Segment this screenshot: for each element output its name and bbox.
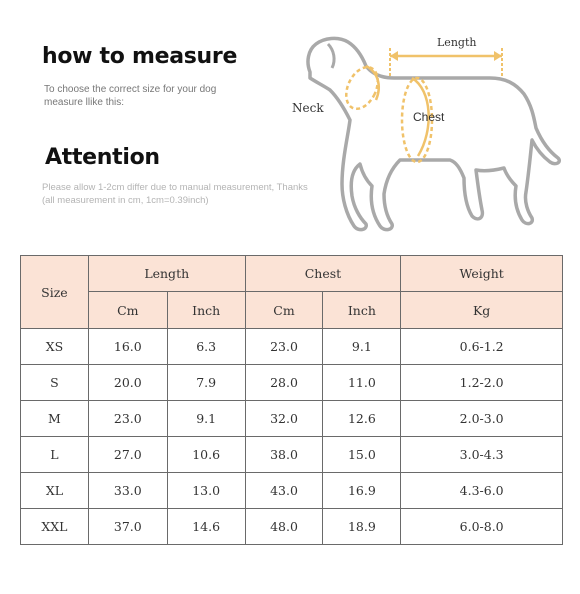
chest-label: Chest bbox=[413, 110, 445, 124]
attention-title: Attention bbox=[45, 145, 160, 170]
length-inch-cell: 13.0 bbox=[166, 472, 246, 509]
neck-arrow bbox=[365, 64, 380, 101]
length-cm-cell: 27.0 bbox=[87, 436, 168, 473]
size-cell: XL bbox=[20, 472, 89, 509]
measure-instructions: To choose the correct size for your dog … bbox=[44, 84, 217, 108]
length-cm-cell: 23.0 bbox=[87, 400, 168, 437]
size-cell: XS bbox=[20, 328, 89, 365]
size-cell: M bbox=[20, 400, 89, 437]
chest-cm-cell: 28.0 bbox=[244, 364, 324, 401]
table-row: XXL 37.0 14.6 48.0 18.9 6.0-8.0 bbox=[20, 508, 563, 545]
how-to-measure-title: how to measure bbox=[42, 44, 238, 69]
dog-ear bbox=[326, 42, 336, 69]
neck-label: Neck bbox=[292, 101, 324, 115]
weight-header: Weight bbox=[400, 255, 563, 292]
length-arrow-right-head bbox=[494, 51, 502, 61]
length-cm-cell: 20.0 bbox=[87, 364, 168, 401]
length-inch-cell: 9.1 bbox=[166, 400, 246, 437]
weight-cell: 3.0-4.3 bbox=[400, 436, 563, 473]
length-inch-cell: 14.6 bbox=[166, 508, 246, 545]
size-header: Size bbox=[20, 255, 89, 329]
chest-inch-cell: 15.0 bbox=[322, 436, 402, 473]
weight-cell: 2.0-3.0 bbox=[400, 400, 563, 437]
weight-kg-header: Kg bbox=[400, 291, 563, 329]
table-row: L 27.0 10.6 38.0 15.0 3.0-4.3 bbox=[20, 436, 563, 473]
chest-cm-cell: 32.0 bbox=[244, 400, 324, 437]
chest-inch-cell: 11.0 bbox=[322, 364, 402, 401]
table-row: S 20.0 7.9 28.0 11.0 1.2-2.0 bbox=[20, 364, 563, 401]
length-inch-cell: 6.3 bbox=[166, 328, 246, 365]
weight-cell: 4.3-6.0 bbox=[400, 472, 563, 509]
length-label: Length bbox=[437, 36, 476, 49]
chest-inch-cell: 16.9 bbox=[322, 472, 402, 509]
size-cell: S bbox=[20, 364, 89, 401]
length-inch-header: Inch bbox=[166, 291, 246, 329]
chest-header: Chest bbox=[244, 255, 402, 292]
length-arrow-left-head bbox=[390, 51, 398, 61]
length-header: Length bbox=[87, 255, 246, 292]
chest-inch-cell: 9.1 bbox=[322, 328, 402, 365]
attention-note: Please allow 1-2cm differ due to manual … bbox=[42, 182, 308, 206]
table-unit-row: Cm Inch Cm Inch Kg bbox=[21, 291, 563, 329]
length-inch-cell: 7.9 bbox=[166, 364, 246, 401]
weight-cell: 0.6-1.2 bbox=[400, 328, 563, 365]
weight-cell: 6.0-8.0 bbox=[400, 508, 563, 545]
chest-cm-cell: 38.0 bbox=[244, 436, 324, 473]
table-row: XL 33.0 13.0 43.0 16.9 4.3-6.0 bbox=[20, 472, 563, 509]
length-cm-cell: 16.0 bbox=[87, 328, 168, 365]
table-header-row: Size Length Chest Weight bbox=[20, 255, 563, 329]
chest-cm-header: Cm bbox=[244, 291, 324, 329]
size-cell: L bbox=[20, 436, 89, 473]
chest-cm-cell: 48.0 bbox=[244, 508, 324, 545]
length-cm-header: Cm bbox=[87, 291, 168, 329]
length-inch-cell: 10.6 bbox=[166, 436, 246, 473]
chest-cm-cell: 43.0 bbox=[244, 472, 324, 509]
chest-cm-cell: 23.0 bbox=[244, 328, 324, 365]
weight-cell: 1.2-2.0 bbox=[400, 364, 563, 401]
chest-loop bbox=[400, 76, 434, 164]
chest-arrow bbox=[411, 76, 430, 157]
table-row: XS 16.0 6.3 23.0 9.1 0.6-1.2 bbox=[20, 328, 563, 365]
length-cm-cell: 33.0 bbox=[87, 472, 168, 509]
size-chart-table: Size Length Chest Weight Cm Inch Cm Inch… bbox=[20, 255, 563, 545]
dog-measurement-diagram: Length Neck Chest bbox=[292, 36, 562, 232]
chest-inch-header: Inch bbox=[322, 291, 402, 329]
chest-inch-cell: 12.6 bbox=[322, 400, 402, 437]
length-cm-cell: 37.0 bbox=[87, 508, 168, 545]
dog-silhouette bbox=[306, 36, 562, 232]
chest-inch-cell: 18.9 bbox=[322, 508, 402, 545]
table-row: M 23.0 9.1 32.0 12.6 2.0-3.0 bbox=[20, 400, 563, 437]
size-cell: XXL bbox=[20, 508, 89, 545]
